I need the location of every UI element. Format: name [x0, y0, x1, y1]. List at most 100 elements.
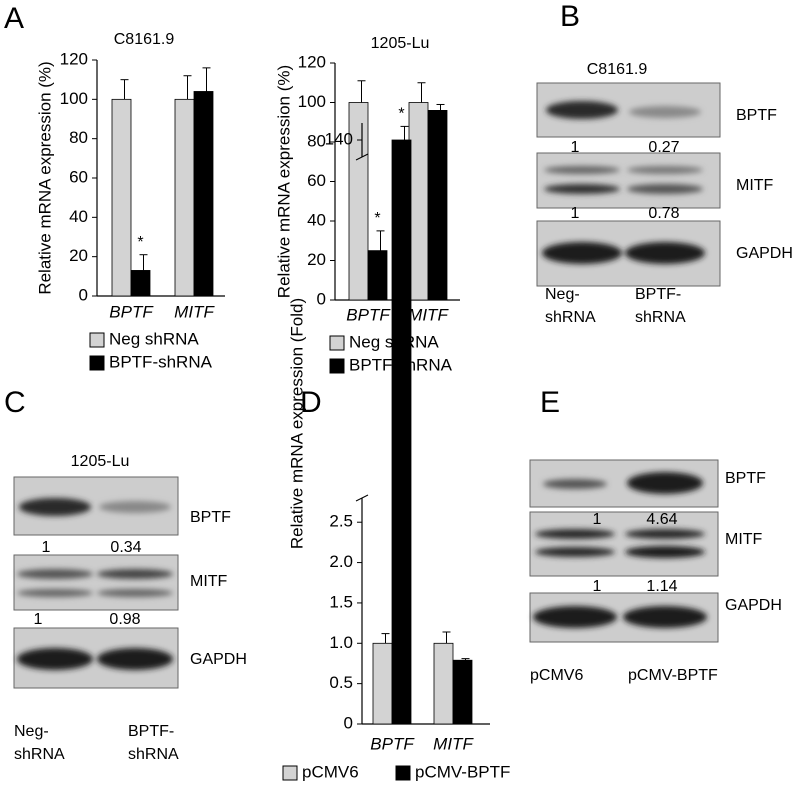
bar [111, 98, 132, 297]
blot-strip [536, 152, 721, 209]
protein-label: BPTF [736, 107, 777, 124]
blot-strip [529, 511, 719, 577]
y-tick-label: 1.5 [329, 592, 353, 611]
protein-label: MITF [725, 531, 763, 548]
legend-swatch [89, 332, 105, 348]
y-axis-label: Relative mRNA expression (%) [35, 61, 54, 294]
y-tick-label: 20 [69, 246, 88, 265]
x-tick-label: MITF [433, 734, 474, 753]
chart-title: 1205-Lu [371, 35, 430, 52]
bands [546, 101, 701, 119]
y-tick-label: 120 [298, 52, 326, 71]
panel-label: D [300, 386, 322, 419]
quantification: 1 [593, 578, 602, 595]
bar [193, 91, 214, 297]
y-tick-label: 0 [79, 285, 88, 304]
blot-c: 1205-Lu BPTF MITF GAPDH 1 0.34 1 0.98 Ne… [13, 453, 247, 763]
y-tick-label: 60 [307, 171, 326, 190]
blot-b: C8161.9 BPTF MITF GAPDH 1 0.27 1 0.78 Ne… [536, 61, 793, 326]
quantification: 0.27 [648, 139, 679, 156]
bar [174, 98, 195, 297]
legend-swatch [395, 765, 411, 781]
quantification: 0.98 [109, 611, 140, 628]
legend-swatch [329, 335, 345, 351]
bands [17, 648, 173, 670]
bands [535, 529, 705, 558]
bar [348, 102, 369, 301]
bar [372, 642, 393, 725]
quantification: 1.14 [646, 578, 677, 595]
protein-label: BPTF [725, 470, 766, 487]
protein-label: MITF [736, 177, 774, 194]
y-tick-label: 100 [298, 92, 326, 111]
protein-label: GAPDH [190, 651, 247, 668]
panel-label: B [560, 0, 580, 33]
y-tick-label: 100 [60, 89, 88, 108]
axis-break [355, 153, 369, 161]
quantification: 1 [42, 539, 51, 556]
x-tick-label: BPTF [370, 734, 415, 753]
lane-label: shRNA [128, 746, 179, 763]
legend-swatch [89, 355, 105, 371]
lane-label: shRNA [14, 746, 65, 763]
significance: * [137, 234, 143, 251]
y-tick-label: 2.0 [329, 552, 353, 571]
y-tick-label: 40 [307, 210, 326, 229]
y-tick-label: 140 [325, 129, 353, 148]
bar [452, 659, 473, 725]
quantification: 1 [34, 611, 43, 628]
quantification: 4.64 [646, 511, 677, 528]
bar [408, 102, 429, 301]
bands [19, 498, 171, 516]
y-tick-label: 80 [69, 128, 88, 147]
quantification: 0.34 [110, 539, 141, 556]
lane-label: pCMV6 [530, 667, 583, 684]
lane-label: Neg- [14, 723, 49, 740]
y-tick-label: 120 [60, 49, 88, 68]
x-tick-label: MITF [408, 305, 449, 324]
protein-label: BPTF [190, 509, 231, 526]
y-tick-label: 0 [317, 289, 326, 308]
quantification: 0.78 [648, 205, 679, 222]
bar [427, 110, 448, 301]
blot-title: C8161.9 [587, 61, 648, 78]
blot-title: 1205-Lu [71, 453, 130, 470]
significance: * [398, 106, 404, 123]
panel-label: A [4, 2, 24, 35]
protein-label: GAPDH [725, 597, 782, 614]
lane-label: Neg- [545, 286, 580, 303]
bar [391, 139, 412, 725]
legend-label: pCMV-BPTF [415, 762, 510, 781]
bands [542, 242, 705, 264]
bands [544, 166, 703, 194]
bands [543, 472, 703, 494]
y-tick-label: 40 [69, 207, 88, 226]
x-tick-label: BPTF [346, 305, 391, 324]
bar [130, 270, 151, 297]
y-tick-label: 80 [307, 131, 326, 150]
legend-swatch [329, 358, 345, 374]
legend-swatch [282, 765, 298, 781]
blot-e: BPTF MITF GAPDH 1 4.64 1 1.14 pCMV6 pCMV… [529, 459, 782, 684]
bands [17, 569, 173, 597]
protein-label: GAPDH [736, 245, 793, 262]
bar [433, 642, 454, 725]
protein-label: MITF [190, 573, 228, 590]
y-axis-label: Relative mRNA expression (%) [274, 65, 293, 298]
panel-label: C [4, 386, 26, 419]
y-tick-label: 2.5 [329, 512, 353, 531]
panel-label: E [540, 386, 560, 419]
lane-label: BPTF- [128, 723, 174, 740]
legend-label: BPTF-shRNA [109, 352, 213, 371]
x-tick-label: MITF [174, 302, 215, 321]
legend-label: Neg shRNA [109, 329, 199, 348]
lane-label: pCMV-BPTF [628, 667, 718, 684]
y-tick-label: 20 [307, 250, 326, 269]
bands [533, 606, 707, 628]
y-tick-label: 0 [344, 713, 353, 732]
y-tick-label: 1.0 [329, 633, 353, 652]
axis-break [355, 494, 369, 502]
lane-label: shRNA [545, 309, 596, 326]
lane-label: shRNA [635, 309, 686, 326]
